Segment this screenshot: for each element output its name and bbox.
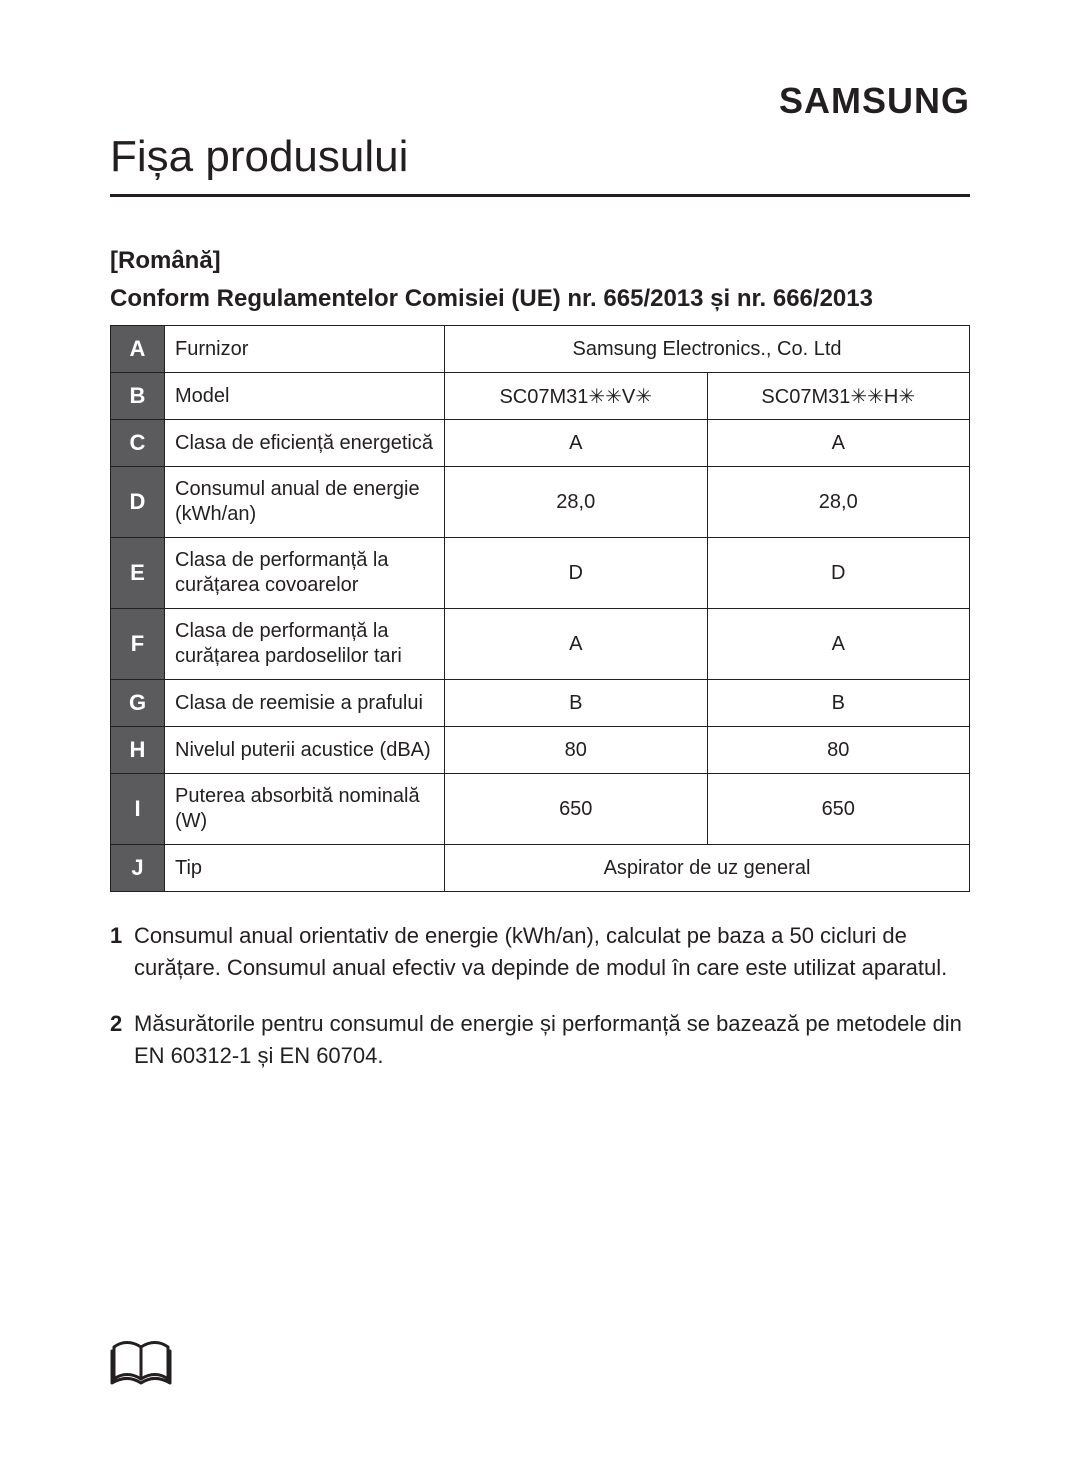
- page-title: Fișa produsului: [110, 132, 970, 197]
- row-value: B: [707, 680, 970, 727]
- row-value: 80: [445, 727, 708, 774]
- row-letter: E: [111, 538, 165, 609]
- page: SAMSUNG Fișa produsului [Română] Conform…: [0, 0, 1080, 1136]
- table-row: AFurnizorSamsung Electronics., Co. Ltd: [111, 326, 970, 373]
- row-value: 650: [707, 774, 970, 845]
- row-value: D: [445, 538, 708, 609]
- row-label: Clasa de performanță la curățarea covoar…: [165, 538, 445, 609]
- note-item: 2 Măsurătorile pentru consumul de energi…: [110, 1008, 970, 1072]
- row-value: A: [707, 420, 970, 467]
- row-value: A: [445, 420, 708, 467]
- table-row: IPuterea absorbită nominală (W)650650: [111, 774, 970, 845]
- row-value: A: [707, 609, 970, 680]
- note-number: 1: [110, 920, 134, 984]
- row-label: Clasa de reemisie a prafului: [165, 680, 445, 727]
- row-letter: I: [111, 774, 165, 845]
- row-label: Clasa de eficiență energetică: [165, 420, 445, 467]
- row-letter: A: [111, 326, 165, 373]
- table-row: FClasa de performanță la curățarea pardo…: [111, 609, 970, 680]
- row-value: D: [707, 538, 970, 609]
- row-letter: B: [111, 373, 165, 420]
- spec-table: AFurnizorSamsung Electronics., Co. LtdBM…: [110, 325, 970, 892]
- row-label: Consumul anual de energie (kWh/an): [165, 467, 445, 538]
- row-letter: G: [111, 680, 165, 727]
- note-number: 2: [110, 1008, 134, 1072]
- table-row: CClasa de eficiență energeticăAA: [111, 420, 970, 467]
- regulation-subtitle: Conform Regulamentelor Comisiei (UE) nr.…: [110, 285, 970, 313]
- row-label: Puterea absorbită nominală (W): [165, 774, 445, 845]
- table-row: BModelSC07M31✳✳V✳SC07M31✳✳H✳: [111, 373, 970, 420]
- table-row: DConsumul anual de energie (kWh/an)28,02…: [111, 467, 970, 538]
- note-item: 1 Consumul anual orientativ de energie (…: [110, 920, 970, 984]
- notes-section: 1 Consumul anual orientativ de energie (…: [110, 920, 970, 1072]
- note-text: Măsurătorile pentru consumul de energie …: [134, 1008, 970, 1072]
- row-value: 28,0: [445, 467, 708, 538]
- row-letter: D: [111, 467, 165, 538]
- row-label: Furnizor: [165, 326, 445, 373]
- table-row: HNivelul puterii acustice (dBA)8080: [111, 727, 970, 774]
- row-value: 80: [707, 727, 970, 774]
- row-value: SC07M31✳✳V✳: [445, 373, 708, 420]
- table-row: GClasa de reemisie a prafuluiBB: [111, 680, 970, 727]
- row-value: 650: [445, 774, 708, 845]
- table-row: EClasa de performanță la curățarea covoa…: [111, 538, 970, 609]
- note-text: Consumul anual orientativ de energie (kW…: [134, 920, 970, 984]
- row-value: Samsung Electronics., Co. Ltd: [445, 326, 970, 373]
- row-letter: H: [111, 727, 165, 774]
- row-letter: C: [111, 420, 165, 467]
- row-label: Nivelul puterii acustice (dBA): [165, 727, 445, 774]
- row-value: SC07M31✳✳H✳: [707, 373, 970, 420]
- row-letter: J: [111, 845, 165, 892]
- row-label: Model: [165, 373, 445, 420]
- manual-book-icon: [110, 1337, 172, 1389]
- row-value: A: [445, 609, 708, 680]
- row-value: 28,0: [707, 467, 970, 538]
- table-row: JTipAspirator de uz general: [111, 845, 970, 892]
- language-label: [Română]: [110, 247, 970, 275]
- row-letter: F: [111, 609, 165, 680]
- row-value: B: [445, 680, 708, 727]
- row-value: Aspirator de uz general: [445, 845, 970, 892]
- brand-logo: SAMSUNG: [110, 80, 970, 122]
- row-label: Tip: [165, 845, 445, 892]
- row-label: Clasa de performanță la curățarea pardos…: [165, 609, 445, 680]
